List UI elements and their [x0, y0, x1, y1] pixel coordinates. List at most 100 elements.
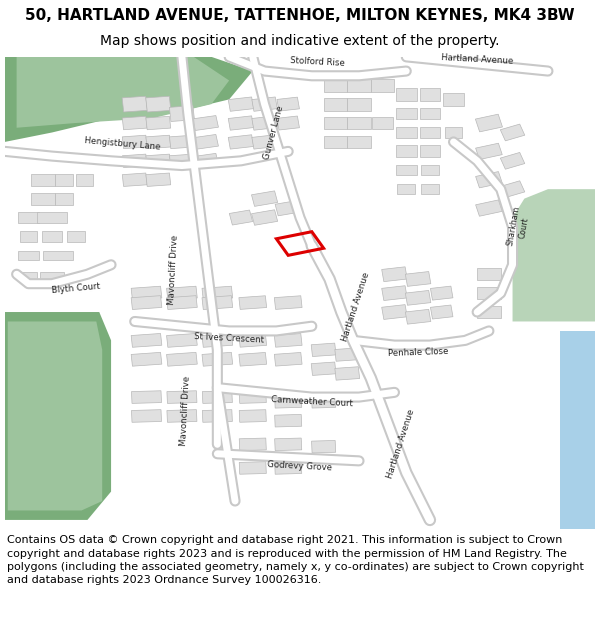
Bar [274, 352, 302, 366]
Bar [323, 136, 347, 148]
Bar [167, 391, 197, 403]
Text: Sharkham
Court: Sharkham Court [505, 206, 532, 249]
Polygon shape [17, 57, 229, 128]
Bar [406, 291, 431, 305]
Bar [122, 96, 147, 112]
Text: Hengistbury Lane: Hengistbury Lane [85, 136, 161, 152]
Bar [167, 352, 197, 366]
Bar [419, 107, 440, 119]
Bar [430, 286, 453, 300]
Bar [170, 135, 194, 149]
Bar [146, 135, 171, 149]
Bar [167, 334, 197, 348]
Bar [347, 136, 371, 148]
Bar [277, 97, 299, 111]
Bar [396, 165, 416, 176]
Text: Map shows position and indicative extent of the property.: Map shows position and indicative extent… [100, 34, 500, 48]
Bar [131, 296, 162, 309]
Bar [476, 172, 502, 188]
Bar [20, 231, 37, 242]
Polygon shape [560, 331, 595, 529]
Bar [252, 97, 277, 111]
Bar [419, 127, 440, 138]
Bar [347, 117, 371, 129]
Polygon shape [5, 57, 253, 142]
Bar [335, 348, 359, 361]
Bar [311, 441, 335, 453]
Bar [397, 184, 415, 194]
Bar [275, 396, 302, 408]
Bar [31, 192, 55, 204]
Polygon shape [8, 321, 102, 511]
Bar [202, 409, 232, 422]
Bar [202, 296, 233, 309]
Bar [122, 154, 147, 168]
Bar [251, 210, 278, 225]
Bar [335, 367, 359, 380]
Text: Contains OS data © Crown copyright and database right 2021. This information is : Contains OS data © Crown copyright and d… [7, 535, 584, 586]
Bar [20, 272, 37, 281]
Bar [239, 462, 266, 474]
Bar [122, 173, 147, 186]
Text: Carnweather Court: Carnweather Court [271, 395, 353, 408]
Bar [252, 135, 277, 149]
Bar [202, 391, 232, 403]
Text: Hartland Avenue: Hartland Avenue [385, 409, 416, 480]
Bar [419, 146, 440, 158]
Bar [67, 231, 85, 242]
Bar [42, 231, 62, 242]
Bar [31, 174, 55, 186]
Bar [347, 79, 371, 92]
Bar [373, 117, 393, 129]
Bar [323, 79, 347, 92]
Bar [131, 391, 161, 403]
Bar [347, 98, 371, 111]
Bar [475, 114, 502, 132]
Bar [131, 334, 162, 348]
Bar [275, 462, 302, 474]
Bar [228, 135, 254, 149]
Bar [371, 79, 394, 92]
Bar [239, 352, 266, 366]
Polygon shape [512, 189, 595, 321]
Bar [55, 174, 73, 186]
Bar [421, 184, 439, 194]
Bar [274, 296, 302, 309]
Bar [311, 343, 336, 356]
Bar [239, 296, 266, 309]
Bar [477, 306, 501, 318]
Bar [275, 438, 302, 451]
Bar [239, 410, 266, 422]
Bar [396, 127, 416, 138]
Bar [396, 146, 416, 158]
Bar [18, 251, 39, 260]
Bar [311, 362, 336, 376]
Bar [500, 124, 525, 141]
Bar [193, 116, 218, 131]
Bar [382, 267, 407, 282]
Bar [131, 286, 162, 300]
Bar [239, 438, 266, 451]
Polygon shape [5, 312, 111, 520]
Bar [167, 409, 197, 422]
Bar [229, 210, 253, 225]
Text: Penhale Close: Penhale Close [388, 347, 448, 358]
Bar [476, 143, 502, 159]
Bar [396, 107, 416, 119]
Bar [251, 191, 278, 206]
Bar [43, 251, 73, 260]
Bar [476, 200, 502, 216]
Bar [146, 96, 171, 112]
Bar [277, 116, 299, 130]
Bar [382, 304, 407, 319]
Bar [167, 296, 197, 309]
Text: St Ives Crescent: St Ives Crescent [194, 332, 265, 344]
Bar [228, 97, 254, 111]
Bar [169, 106, 194, 121]
Bar [146, 116, 171, 130]
Bar [421, 165, 439, 176]
Text: Blyth Court: Blyth Court [51, 282, 100, 295]
Bar [193, 134, 218, 149]
Bar [406, 309, 431, 324]
Bar [228, 116, 254, 130]
